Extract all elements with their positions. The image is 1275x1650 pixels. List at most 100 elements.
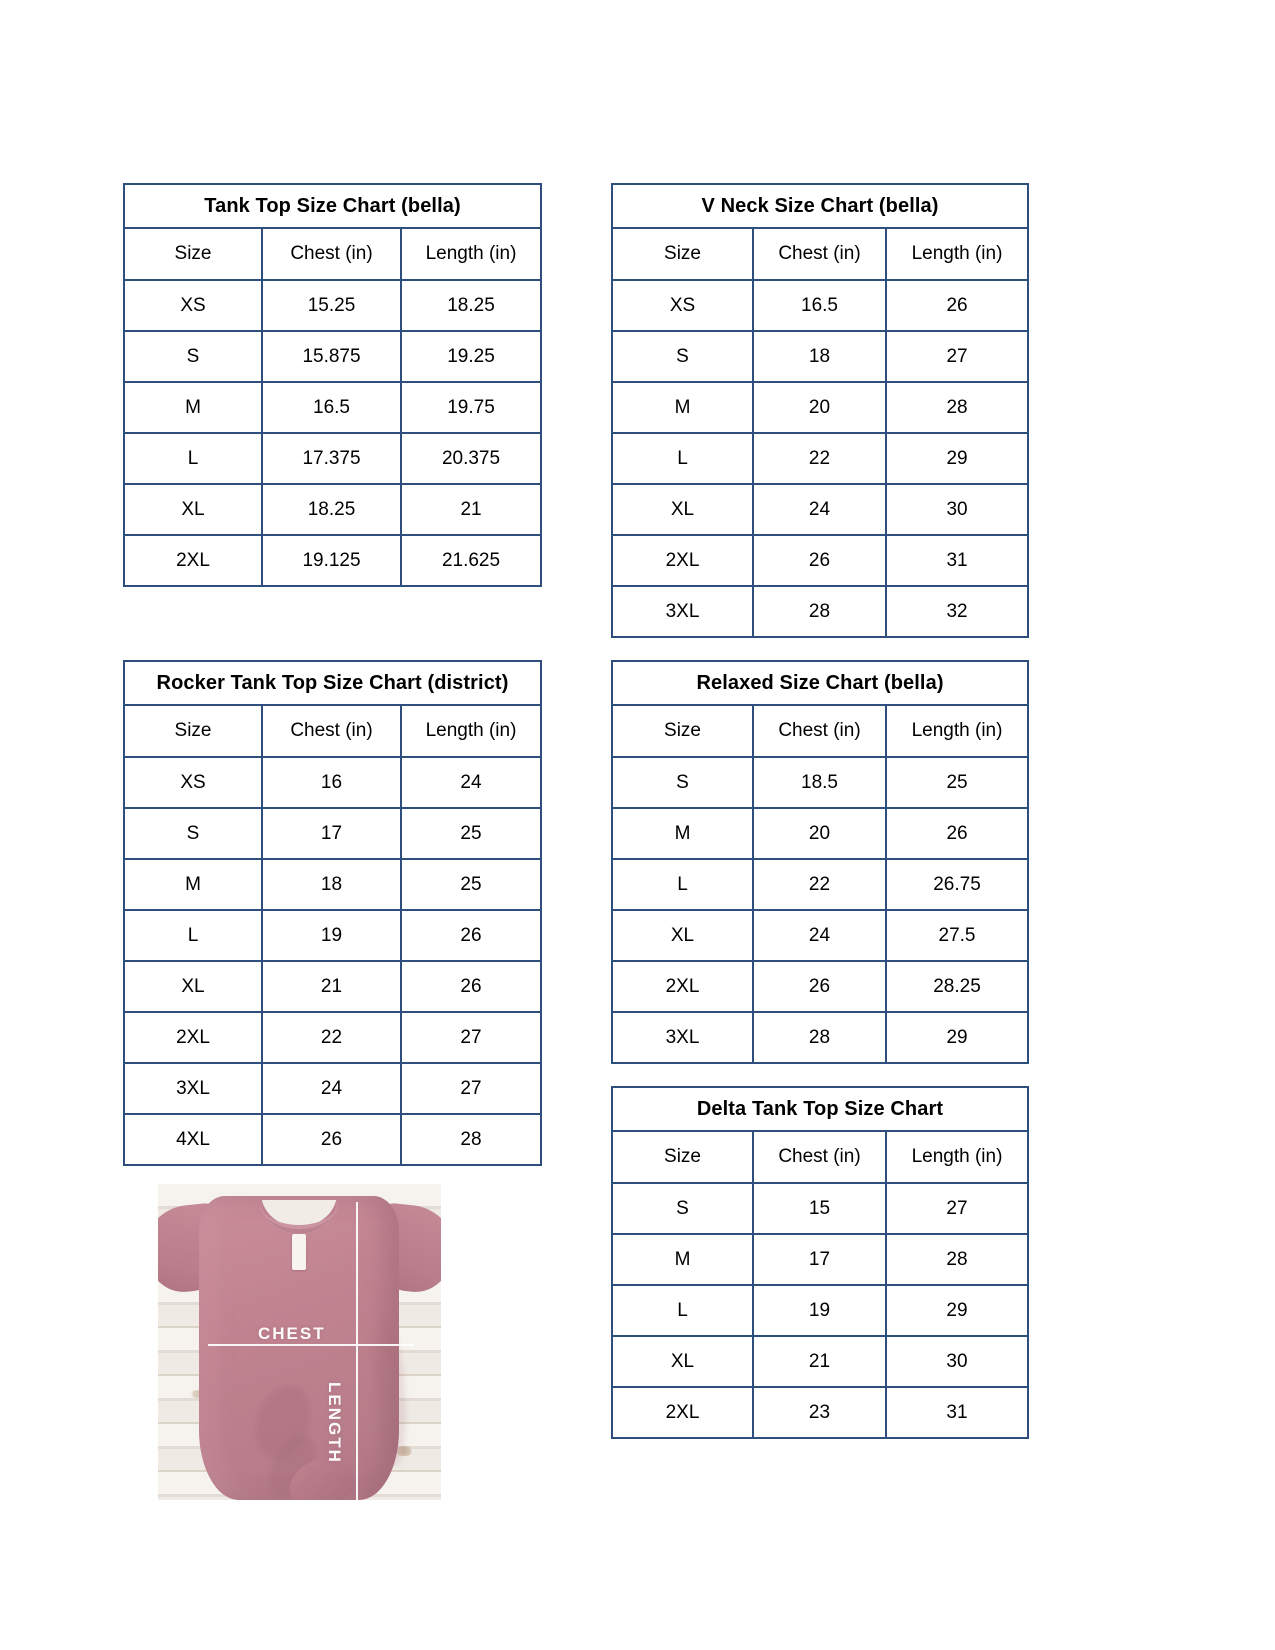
cell-size: 3XL [611,585,754,638]
table-row: XS 16.5 26 [611,279,1030,332]
table-tank-top-size-chart: Tank Top Size Chart (bella) Size Chest (… [122,183,543,587]
table-title-row: Tank Top Size Chart (bella) [122,183,543,229]
cell-size: M [611,1233,754,1286]
cell-size: S [123,807,263,860]
table-title-row: Delta Tank Top Size Chart [611,1086,1029,1132]
cell-chest: 16.5 [261,381,402,434]
cell-chest: 22 [752,432,887,485]
cell-size: 3XL [123,1062,263,1115]
cell-length: 28 [885,1233,1029,1286]
table-title-row: V Neck Size Chart (bella) [610,183,1030,229]
cell-chest: 23 [752,1386,887,1439]
chest-measure-label: CHEST [258,1324,326,1343]
cell-size: XL [123,960,263,1013]
tshirt-measurement-photo: CHEST LENGTH [158,1184,441,1500]
cell-size: L [123,909,263,962]
cell-length: 19.25 [399,330,543,383]
cell-chest: 18 [261,858,402,911]
table-row: M 18 25 [123,858,542,911]
column-header-length: Length (in) [884,704,1030,758]
cell-chest: 19.125 [261,534,402,587]
table-row: 2XL 19.125 21.625 [123,534,543,587]
cell-size: S [611,330,754,383]
table-row: L 19 26 [123,909,542,962]
cell-chest: 20 [752,381,887,434]
table-row: L 22 29 [611,432,1030,485]
cell-length: 26.75 [884,858,1030,911]
cell-chest: 21 [752,1335,887,1388]
table-header-row: Size Chest (in) Length (in) [611,1130,1029,1184]
table-title: Rocker Tank Top Size Chart (district) [123,660,542,706]
cell-size: XS [123,756,263,809]
cell-size: 2XL [611,960,754,1013]
table-row: 2XL 26 28.25 [611,960,1030,1013]
cell-chest: 15.875 [261,330,402,383]
cell-length: 25 [884,756,1030,809]
cell-chest: 26 [752,960,887,1013]
table-delta-tank-top-size-chart: Delta Tank Top Size Chart Size Chest (in… [611,1086,1029,1439]
cell-length: 26 [400,909,542,962]
cell-size: L [611,432,754,485]
chest-measure-line [208,1344,414,1346]
table-row: XL 24 30 [611,483,1030,536]
cell-chest: 22 [752,858,887,911]
table-title-row: Relaxed Size Chart (bella) [610,660,1030,706]
cell-chest: 18.5 [752,756,887,809]
table-title: Relaxed Size Chart (bella) [610,660,1030,706]
table-row: 3XL 28 29 [611,1011,1030,1064]
cell-length: 28.25 [884,960,1030,1013]
table-row: XL 24 27.5 [611,909,1030,962]
column-header-chest: Chest (in) [752,704,887,758]
table-header-row: Size Chest (in) Length (in) [123,227,543,281]
table-row: L 17.375 20.375 [123,432,543,485]
cell-length: 21 [399,483,543,536]
tshirt-graphic: CHEST LENGTH [158,1184,441,1500]
cell-length: 26 [400,960,542,1013]
table-title-row: Rocker Tank Top Size Chart (district) [123,660,542,706]
table-title: Delta Tank Top Size Chart [611,1086,1029,1132]
table-v-neck-size-chart: V Neck Size Chart (bella) Size Chest (in… [610,183,1030,638]
cell-length: 30 [884,483,1030,536]
cell-length: 30 [885,1335,1029,1388]
cell-size: XL [611,483,754,536]
tshirt-collar [259,1200,339,1234]
cell-chest: 24 [752,909,887,962]
cell-chest: 26 [261,1113,402,1166]
cell-chest: 19 [752,1284,887,1337]
cell-size: S [611,756,754,809]
cell-chest: 19 [261,909,402,962]
cell-chest: 21 [261,960,402,1013]
cell-length: 25 [400,807,542,860]
cell-size: L [611,1284,754,1337]
wood-plank-background: CHEST LENGTH [158,1184,441,1500]
cell-chest: 17.375 [261,432,402,485]
cell-length: 27 [400,1062,542,1115]
cell-chest: 15.25 [261,279,402,332]
table-row: 2XL 22 27 [123,1011,542,1064]
column-header-size: Size [611,227,754,281]
cell-size: S [611,1182,754,1235]
table-row: M 20 26 [611,807,1030,860]
cell-size: 3XL [611,1011,754,1064]
table-row: S 15.875 19.25 [123,330,543,383]
column-header-length: Length (in) [400,704,542,758]
cell-size: M [611,807,754,860]
column-header-length: Length (in) [399,227,543,281]
cell-length: 29 [884,1011,1030,1064]
cell-size: M [123,858,263,911]
table-row: XS 16 24 [123,756,542,809]
column-header-size: Size [123,227,263,281]
cell-size: 2XL [123,534,263,587]
cell-length: 31 [884,534,1030,587]
table-row: M 17 28 [611,1233,1029,1286]
column-header-chest: Chest (in) [752,1130,887,1184]
cell-chest: 28 [752,1011,887,1064]
table-row: S 18.5 25 [611,756,1030,809]
cell-length: 20.375 [399,432,543,485]
cell-size: 4XL [123,1113,263,1166]
cell-length: 28 [400,1113,542,1166]
table-row: L 22 26.75 [611,858,1030,911]
table-header-row: Size Chest (in) Length (in) [123,704,542,758]
cell-size: S [123,330,263,383]
